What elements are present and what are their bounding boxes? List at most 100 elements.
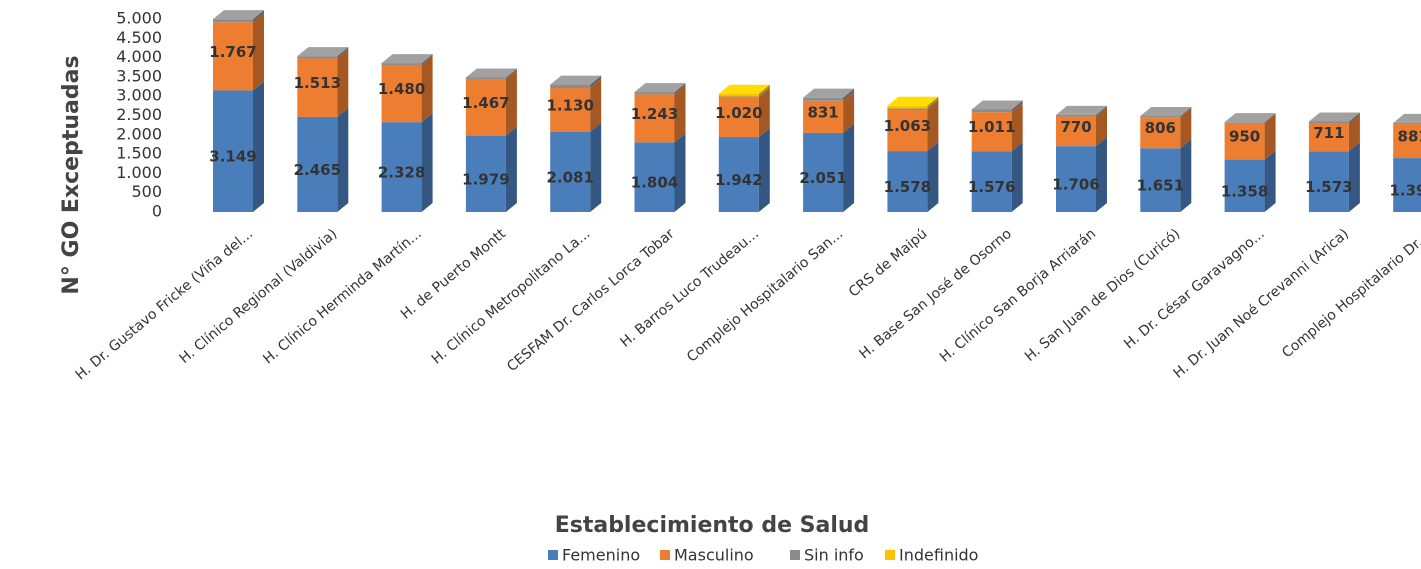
bar-top [1308,112,1360,122]
y-tick-label: 3.000 [116,86,162,105]
bar-side [927,142,939,212]
x-tick-label: H. Base San José de Osorno [856,226,1014,363]
bar-side [674,133,686,212]
bar-front [887,151,928,212]
y-tick-label: 4.500 [116,28,162,47]
bar-side [253,81,264,212]
bar-side [1348,112,1360,124]
bar-side [674,85,686,143]
bar-front [718,93,759,97]
legend-swatch [790,550,800,560]
data-label: 1.020 [715,104,762,122]
bar-front [803,97,844,101]
bar-side [1264,113,1276,123]
bar-side [421,54,433,66]
bar-segment [803,88,855,101]
data-label: 1.397 [1389,182,1421,200]
bar-front [213,19,253,23]
bar-front [213,22,253,91]
bar-top [634,83,686,93]
bar-top [1056,105,1107,115]
bar-segment [971,142,1023,212]
bar-front [550,88,591,132]
bar-front [1140,117,1181,149]
bar-front [465,135,506,212]
x-tick-label: Complejo Hospitalario San... [684,226,846,366]
y-tick-label: 5.000 [116,9,162,28]
bar-segment [1308,142,1360,212]
bar-front [1140,116,1181,118]
bar-front [465,77,506,79]
bar-side [1011,100,1023,113]
bar-segment [213,10,264,23]
bar-side [758,87,770,98]
bar-segment [1224,113,1276,123]
bar-front [803,100,844,133]
bar-segment [297,107,349,212]
bar-front [718,97,759,138]
bar-segment [1393,124,1421,159]
bar-segment [634,133,686,212]
bar-top [887,96,939,106]
bar-segment [1393,158,1421,212]
bar-front [803,132,844,212]
bar-side [253,10,264,23]
bar-front [634,142,675,212]
data-label: 1.573 [1305,178,1352,196]
bar-top [803,88,855,98]
bar-front [213,90,253,212]
bar-segment [213,13,264,91]
bar-segment [1224,150,1276,212]
bar-segment [297,47,349,59]
bar-side [927,96,939,109]
bar-front [1308,121,1349,124]
bar-side [1348,142,1360,212]
bar-segment [971,100,1023,113]
data-label: 2.051 [799,169,846,187]
legend-label: Masculino [674,546,754,565]
bar-front [887,105,928,109]
x-tick-label: H. Dr. César Garavagno... [1121,226,1268,353]
data-label: 1.979 [462,170,509,188]
bar-front [550,84,591,89]
bar-segment [803,123,855,212]
y-tick-label: 2.500 [116,105,162,124]
bar-front [297,116,338,212]
y-tick-label: 3.500 [116,66,162,85]
data-label: 1.243 [631,105,678,123]
x-tick-label: H. San Juan de Dios (Curicó) [1022,226,1183,365]
data-label: 1.063 [884,117,931,135]
bar-side [421,113,433,212]
bar-top [1224,113,1276,123]
bar-front [1393,158,1421,212]
bar-side [505,68,517,79]
data-label: 1.513 [294,74,341,92]
bar-side [590,122,602,212]
bar-segment [1140,139,1192,212]
bar-front [634,92,675,95]
bar-side [1264,150,1276,212]
bar-side [927,99,939,111]
y-tick-label: 500 [131,182,162,201]
bar-side [1180,107,1192,118]
data-label: 1.706 [1052,176,1099,194]
data-label: 711 [1313,124,1344,142]
bar-front [1393,124,1421,159]
x-tick-label: Complejo Hospitalario Dr.... [1279,226,1421,361]
bar-segment [465,68,517,79]
bar-side [1348,114,1360,152]
bar-front [1308,123,1349,152]
data-label: 2.465 [294,161,341,179]
bar-segment [887,96,939,109]
bar-front [971,112,1012,152]
x-tick-label: H. Clínico Metropolitano La... [429,226,594,368]
bar-side [758,88,770,138]
data-label: 2.081 [546,168,593,186]
data-label: 2.328 [378,164,425,182]
bar-segment [971,103,1023,152]
x-tick-label: CESFAM Dr. Carlos Lorca Tobar [504,226,678,375]
data-label: 1.651 [1137,177,1184,195]
bar-segment [1224,113,1276,160]
x-tick-label: CRS de Maipú [846,226,931,301]
bar-segment [718,84,770,97]
